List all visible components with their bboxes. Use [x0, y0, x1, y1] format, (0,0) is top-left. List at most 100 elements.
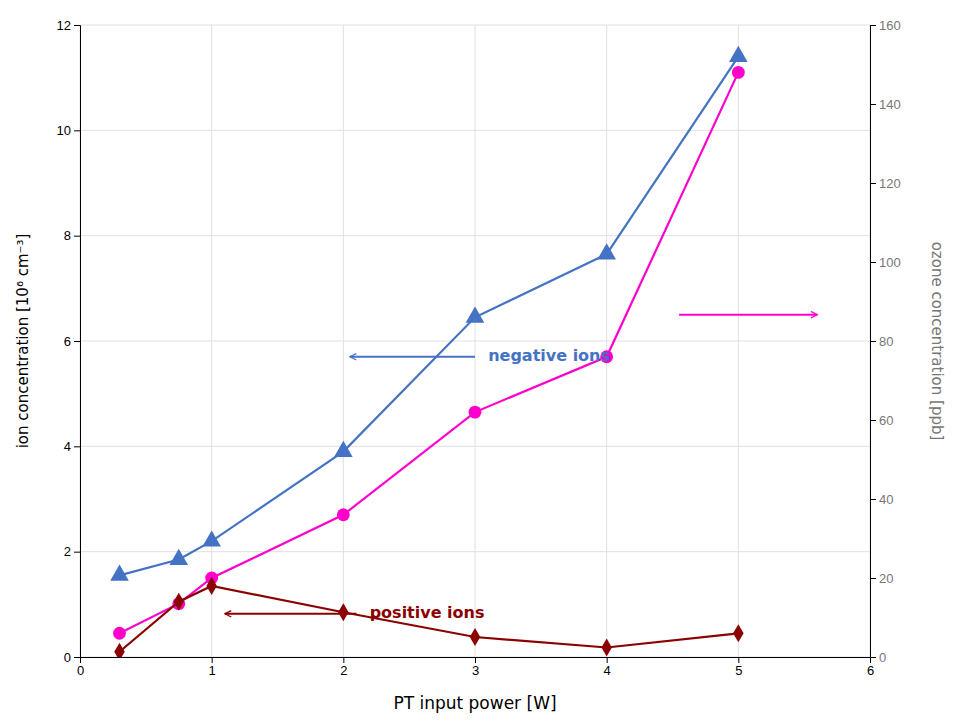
series-line	[120, 586, 739, 652]
x-axis-tick-label: 0	[77, 663, 84, 678]
y2-axis-tick-label: 160	[879, 18, 901, 33]
y2-axis-tick: 0	[870, 650, 886, 665]
y2-axis-tick: 140	[870, 97, 901, 112]
x-axis-tick-label: 5	[735, 663, 742, 678]
y-axis-tick: 2	[64, 544, 80, 559]
y2-axis-line	[871, 26, 877, 658]
y-axis-tick-label: 0	[64, 650, 71, 665]
y-axis-tick: 10	[57, 123, 80, 138]
y2-axis-tick: 120	[870, 176, 901, 191]
x-axis-tick-label: 6	[867, 663, 874, 678]
y-axis-tick-label: 2	[64, 544, 71, 559]
x-axis-tick: 6	[867, 657, 874, 678]
x-axis-tick: 0	[77, 657, 84, 678]
x-axis-tick-mark	[607, 657, 608, 663]
y2-axis-tick-label: 60	[879, 413, 893, 428]
x-axis-line	[81, 658, 871, 664]
plot: 0123456024681012020406080100120140160PT …	[14, 18, 946, 713]
x-axis-tick-mark	[212, 657, 213, 663]
y-axis-tick-mark	[74, 341, 80, 342]
y2-axis-tick-label: 120	[879, 176, 901, 191]
y2-axis-tick-label: 80	[879, 334, 893, 349]
x-axis-tick-label: 2	[340, 663, 347, 678]
y2-axis-tick-mark	[870, 578, 876, 579]
y-axis-tick: 12	[57, 18, 80, 33]
x-axis-title: PT input power [W]	[393, 693, 556, 713]
y-axis-tick-label: 4	[64, 439, 71, 454]
series-point	[470, 628, 480, 646]
y-axis-tick-mark	[74, 552, 80, 553]
y-axis-tick-label: 6	[64, 334, 71, 349]
series-point	[337, 508, 350, 521]
grid-line-y	[80, 551, 870, 552]
y2-axis-tick-mark	[870, 420, 876, 421]
series	[110, 46, 747, 581]
series-point	[729, 46, 748, 62]
x-axis-tick-mark	[738, 657, 739, 663]
series	[113, 66, 745, 640]
y-axis-tick-mark	[74, 236, 80, 237]
y-axis-tick-label: 8	[64, 228, 71, 243]
annotations: negative ionspositive ions	[225, 315, 818, 623]
y2-axis-tick-mark	[870, 657, 876, 658]
x-axis-tick-mark	[475, 657, 476, 663]
x-axis-tick-mark	[343, 657, 344, 663]
series-line	[120, 57, 739, 576]
grid-line-y	[80, 130, 870, 131]
y-axis-tick-mark	[74, 130, 80, 131]
y-axis-tick-mark	[74, 657, 80, 658]
annotation-arrow	[350, 356, 475, 358]
x-axis-tick: 1	[209, 657, 216, 678]
y-axis-line	[74, 26, 81, 658]
series-point	[206, 577, 216, 595]
y2-axis-tick: 60	[870, 413, 893, 428]
y2-axis-tick-label: 20	[879, 571, 893, 586]
x-axis-tick-label: 4	[604, 663, 611, 678]
y2-axis-tick-label: 40	[879, 492, 893, 507]
y-axis-tick: 0	[64, 650, 80, 665]
series-point	[169, 549, 188, 565]
y-axis-tick: 4	[64, 439, 80, 454]
grid-line-y	[80, 235, 870, 236]
x-axis-tick: 2	[340, 657, 347, 678]
y2-axis-tick-mark	[870, 499, 876, 500]
x-axis-tick-label: 1	[209, 663, 216, 678]
y2-axis-tick: 100	[870, 255, 901, 270]
grid-line-y	[80, 25, 870, 26]
series-point	[601, 638, 611, 656]
y2-axis-tick: 40	[870, 492, 893, 507]
series-point	[597, 243, 616, 259]
grid-line-y	[80, 446, 870, 447]
series-point	[466, 307, 485, 323]
y2-axis-tick-mark	[870, 25, 876, 26]
grid	[80, 25, 870, 657]
x-axis-tick: 5	[735, 657, 742, 678]
y-axis-tick-label: 10	[57, 123, 71, 138]
y2-axis: 0 20 40 60 80 100 120 140 160	[870, 18, 901, 665]
series-point	[114, 643, 124, 657]
y-axis-tick: 8	[64, 228, 80, 243]
y2-axis-tick-label: 140	[879, 97, 901, 112]
y2-axis-tick-mark	[870, 262, 876, 263]
series	[114, 577, 743, 657]
chart: 0123456024681012020406080100120140160PT …	[0, 0, 955, 725]
y2-axis-tick-label: 100	[879, 255, 901, 270]
y-axis-tick: 6	[64, 334, 80, 349]
annotation-text: negative ions	[488, 346, 610, 365]
series-point	[113, 627, 126, 640]
marks	[110, 46, 747, 657]
series-point	[174, 593, 184, 611]
annotation-arrow	[225, 613, 357, 615]
y2-axis-tick: 160	[870, 18, 901, 33]
y2-axis-tick-mark	[870, 183, 876, 184]
series-point	[202, 530, 221, 546]
x-axis: 0 1 2 3 4 5 6	[77, 657, 874, 678]
x-axis-tick-label: 3	[472, 663, 479, 678]
x-axis-tick: 3	[472, 657, 479, 678]
y-axis-tick-label: 12	[57, 18, 71, 33]
y-axis-title: ion concentration [10⁶ cm⁻³]	[14, 234, 32, 449]
series-point	[334, 441, 353, 457]
series-point	[338, 603, 348, 621]
annotation-arrow	[679, 314, 817, 316]
grid-line-y	[80, 341, 870, 342]
